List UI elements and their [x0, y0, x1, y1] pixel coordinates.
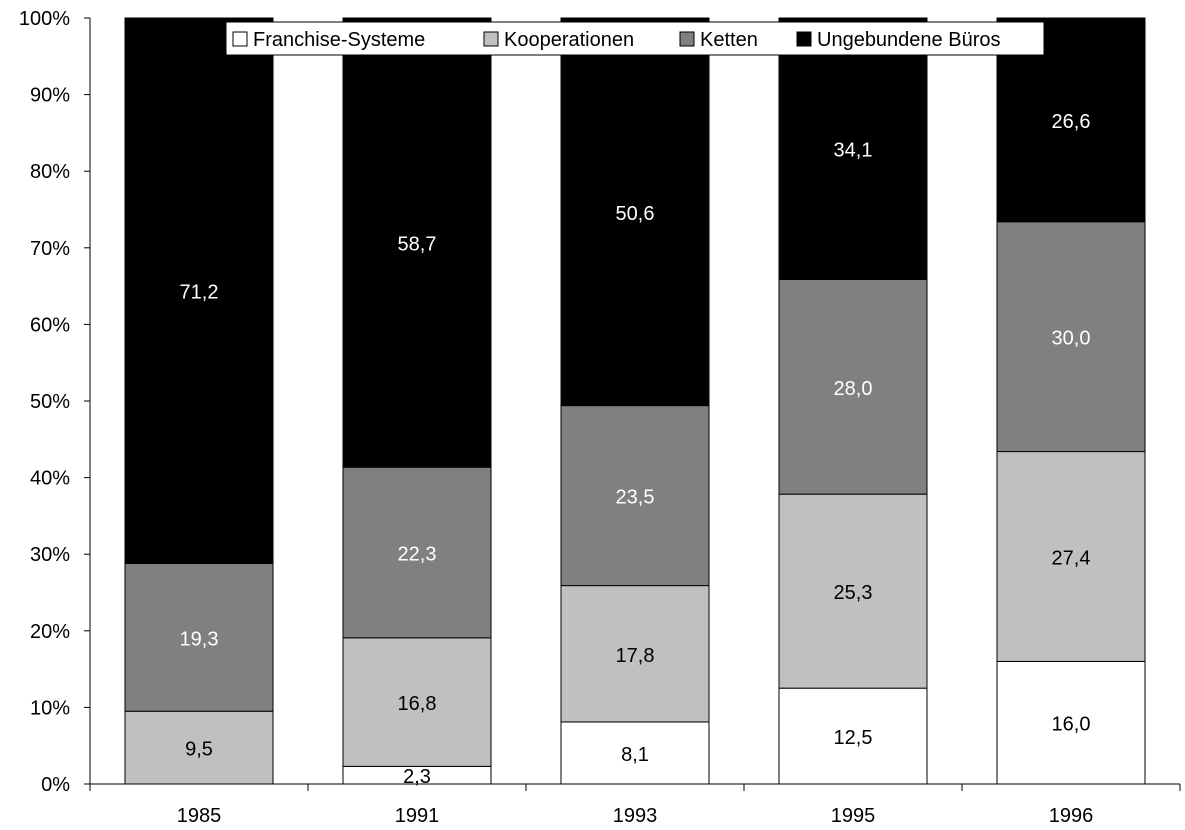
bars-layer	[124, 17, 1146, 785]
y-tick-label: 40%	[30, 468, 70, 490]
bar-segment-1993-s1	[560, 585, 710, 723]
bar-segment-1991-s1	[342, 637, 492, 767]
data-label-1993-s2: 23,5	[616, 487, 655, 509]
legend-swatch-2	[679, 31, 695, 47]
legend-swatch-3	[796, 31, 812, 47]
y-tick-label: 60%	[30, 314, 70, 336]
x-tick-label: 1985	[177, 805, 222, 827]
data-labels-layer: 9,5 19,3 71,2 2,3 16,8 22,3 58,7 8,1 17,8 23,5 50,…	[180, 111, 1091, 788]
y-tick-label: 100%	[19, 8, 70, 30]
legend-box	[225, 21, 1045, 56]
legend-label-1: Kooperationen	[504, 29, 634, 51]
data-label-1996-s2: 30,0	[1052, 328, 1091, 350]
data-label-1993-s3: 50,6	[616, 203, 655, 225]
data-label-1985-s2: 19,3	[180, 628, 219, 650]
bar-segment-1985-s3	[124, 17, 274, 564]
legend-swatch-1	[483, 31, 499, 47]
data-label-1995-s2: 28,0	[834, 378, 873, 400]
bar-segment-1991-s2	[342, 466, 492, 639]
data-label-1991-s1: 16,8	[398, 693, 437, 715]
data-label-1995-s3: 34,1	[834, 140, 873, 162]
y-tick-label: 70%	[30, 238, 70, 260]
bar-segment-1993-s0	[560, 721, 710, 785]
data-label-1996-s3: 26,6	[1052, 111, 1091, 133]
y-tick-label: 50%	[30, 391, 70, 413]
bar-segment-1995-s2	[778, 278, 928, 495]
data-label-1991-s2: 22,3	[398, 544, 437, 566]
bar-segment-1996-s1	[996, 451, 1146, 662]
legend-label-2: Ketten	[700, 29, 758, 51]
bar-segment-1996-s2	[996, 221, 1146, 453]
bar-segment-1995-s3	[778, 17, 928, 280]
y-tick-label: 10%	[30, 697, 70, 719]
bar-segment-1985-s2	[124, 562, 274, 712]
y-tick-label: 20%	[30, 621, 70, 643]
bar-segment-1993-s3	[560, 17, 710, 407]
bar-segment-1985-s1	[124, 710, 274, 785]
data-label-1995-s1: 25,3	[834, 582, 873, 604]
legend-label-3: Ungebundene Büros	[817, 29, 1000, 51]
data-label-1993-s0: 8,1	[621, 744, 649, 766]
y-tick-label: 0%	[41, 774, 70, 796]
y-tick-label: 90%	[30, 85, 70, 107]
data-label-1996-s1: 27,4	[1052, 547, 1091, 569]
legend: Franchise-Systeme Kooperationen Ketten Unge…	[225, 21, 1045, 56]
x-tick-label: 1991	[395, 805, 440, 827]
data-label-1995-s0: 12,5	[834, 727, 873, 749]
data-label-1996-s0: 16,0	[1052, 714, 1091, 736]
bar-segment-1991-s3	[342, 17, 492, 468]
bar-segment-1993-s2	[560, 405, 710, 587]
axes-layer: 0% 10% 20% 30% 40% 50% 60% 70% 80% 90% 100% 1985 199…	[19, 8, 1181, 827]
data-label-1991-s3: 58,7	[398, 234, 437, 256]
data-label-1985-s3: 71,2	[180, 282, 219, 304]
data-label-1993-s1: 17,8	[616, 645, 655, 667]
bar-segment-1995-s1	[778, 493, 928, 689]
legend-label-0: Franchise-Systeme	[253, 29, 425, 51]
x-tick-label: 1996	[1049, 805, 1094, 827]
y-tick-label: 30%	[30, 544, 70, 566]
bar-segment-1996-s0	[996, 660, 1146, 785]
data-label-1985-s1: 9,5	[185, 739, 213, 761]
data-label-1991-s0: 2,3	[403, 766, 431, 788]
y-tick-label: 80%	[30, 161, 70, 183]
x-tick-label: 1995	[831, 805, 876, 827]
legend-swatch-0	[232, 31, 248, 47]
x-tick-label: 1993	[613, 805, 658, 827]
